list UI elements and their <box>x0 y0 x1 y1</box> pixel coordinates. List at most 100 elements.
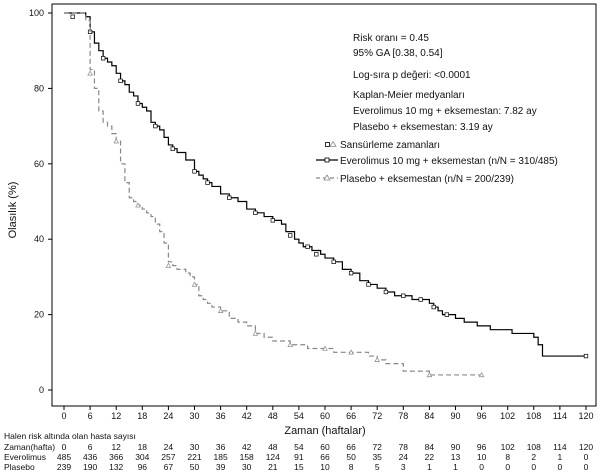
x-tick-label: 54 <box>294 411 304 421</box>
risk-plasebo-cell: 3 <box>401 462 406 472</box>
everolimus-censor-mark <box>118 78 123 84</box>
risk-everolimus-cell: 124 <box>266 452 280 462</box>
legend-censor-square-icon <box>325 142 330 147</box>
everolimus-censor-mark <box>253 210 258 215</box>
risk-table-cells: 0485239643619012366132183049624257673022… <box>57 442 593 472</box>
placebo-censor-mark <box>478 371 485 378</box>
y-tick-label: 100 <box>29 8 44 18</box>
plot-frame <box>51 3 597 407</box>
risk-time-cell: 114 <box>553 442 567 452</box>
risk-everolimus-cell: 485 <box>57 452 71 462</box>
legend-evero-marker-icon <box>324 157 330 163</box>
risk-time-cell: 84 <box>425 442 435 452</box>
everolimus-censor-mark <box>100 56 106 61</box>
risk-time-cell: 30 <box>190 442 200 452</box>
everolimus-censor-mark <box>366 282 371 287</box>
risk-time-cell: 72 <box>372 442 382 452</box>
x-tick-label: 84 <box>424 411 434 421</box>
risk-everolimus-cell: 2 <box>531 452 536 462</box>
everolimus-censor-mark <box>383 289 389 295</box>
risk-everolimus-cell: 8 <box>505 452 510 462</box>
everolimus-censor-mark <box>70 14 75 19</box>
risk-plasebo-cell: 67 <box>164 462 174 472</box>
placebo-censor-mark <box>322 345 328 351</box>
risk-everolimus-cell: 35 <box>372 452 382 462</box>
risk-time-cell: 18 <box>138 442 148 452</box>
risk-plasebo-cell: 0 <box>531 462 536 472</box>
risk-row-label-everolimus: Everolimus <box>4 452 46 462</box>
x-tick-label: 30 <box>189 411 199 421</box>
placebo-censor-mark <box>191 281 198 287</box>
y-tick-label: 0 <box>39 385 44 395</box>
risk-header-label: Zaman(hafta) <box>4 442 55 452</box>
risk-time-cell: 24 <box>164 442 174 452</box>
everolimus-censor-mark <box>583 353 589 359</box>
x-tick-label: 114 <box>553 411 567 421</box>
risk-time-cell: 36 <box>216 442 226 452</box>
placebo-censor-mark <box>287 341 293 347</box>
risk-plasebo-cell: 0 <box>584 462 589 472</box>
x-tick-label: 0 <box>61 411 66 421</box>
risk-time-cell: 108 <box>527 442 541 452</box>
risk-plasebo-cell: 15 <box>294 462 304 472</box>
y-tick-label: 40 <box>34 234 44 244</box>
risk-table-title: Halen risk altında olan hasta sayısı <box>4 431 136 441</box>
risk-plasebo-cell: 190 <box>83 462 97 472</box>
placebo-censor-mark <box>87 70 93 76</box>
km-evero-text: Everolimus 10 mg + eksemestan: 7.82 ay <box>353 106 537 117</box>
risk-time-cell: 78 <box>399 442 409 452</box>
y-axis-title: Olasılık (%) <box>7 182 19 239</box>
km-placebo-text: Plasebo + eksemestan: 3.19 ay <box>353 122 493 133</box>
everolimus-censor-mark <box>153 123 158 129</box>
x-tick-label: 96 <box>477 411 487 421</box>
everolimus-censor-mark <box>227 195 232 200</box>
y-tick-label: 20 <box>34 310 44 320</box>
risk-everolimus-cell: 158 <box>240 452 254 462</box>
placebo-curve <box>64 12 482 376</box>
risk-time-cell: 0 <box>62 442 67 452</box>
x-tick-label: 102 <box>500 411 515 421</box>
x-tick-label: 108 <box>526 411 541 421</box>
risk-time-cell: 90 <box>451 442 461 452</box>
risk-everolimus-cell: 66 <box>320 452 330 462</box>
risk-time-cell: 48 <box>268 442 278 452</box>
risk-everolimus-cell: 91 <box>294 452 304 462</box>
legend-censor-title: Sansürleme zamanları <box>340 140 440 151</box>
everolimus-censor-mark <box>135 101 141 106</box>
placebo-censor-mark <box>165 262 172 268</box>
y-ticks: 0 20 40 60 80 100 <box>29 8 52 395</box>
risk-everolimus-cell: 436 <box>83 452 97 462</box>
risk-time-cell: 42 <box>242 442 252 452</box>
everolimus-censor-mark <box>431 304 436 310</box>
everolimus-censor-mark <box>314 252 319 257</box>
ci-text: 95% GA [0.38, 0.54] <box>353 48 443 59</box>
risk-everolimus-cell: 50 <box>346 452 356 462</box>
everolimus-censor-mark <box>305 244 310 249</box>
x-tick-label: 120 <box>578 411 593 421</box>
risk-plasebo-cell: 0 <box>505 462 510 472</box>
risk-plasebo-cell: 0 <box>479 462 484 472</box>
x-tick-label: 78 <box>398 411 408 421</box>
legend-placebo-marker-icon <box>323 174 331 181</box>
risk-plasebo-cell: 239 <box>57 462 71 472</box>
risk-everolimus-cell: 221 <box>187 452 201 462</box>
risk-plasebo-cell: 1 <box>453 462 458 472</box>
legend: Sansürleme zamanları Everolimus 10 mg + … <box>316 140 558 185</box>
x-tick-label: 36 <box>216 411 226 421</box>
x-tick-label: 90 <box>450 411 460 421</box>
x-tick-label: 48 <box>268 411 278 421</box>
pvalue-text: Log-sıra p değeri: <0.0001 <box>353 70 471 81</box>
x-tick-label: 66 <box>346 411 356 421</box>
everolimus-censor-mark <box>444 312 449 317</box>
risk-time-cell: 6 <box>88 442 93 452</box>
risk-plasebo-cell: 21 <box>268 462 278 472</box>
risk-everolimus-cell: 257 <box>161 452 175 462</box>
risk-everolimus-cell: 185 <box>214 452 228 462</box>
everolimus-censor-mark <box>418 297 423 302</box>
legend-censor-triangle-icon <box>329 140 337 147</box>
everolimus-censor-mark <box>348 270 354 276</box>
everolimus-censor-mark <box>192 169 197 174</box>
risk-time-cell: 54 <box>294 442 304 452</box>
y-tick-label: 60 <box>34 159 44 169</box>
